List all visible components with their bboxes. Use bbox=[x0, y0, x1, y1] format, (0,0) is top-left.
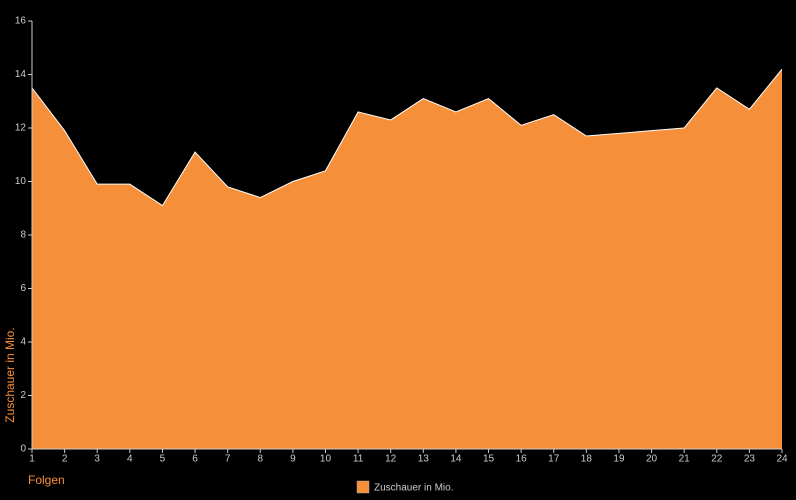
y-tick-label: 10 bbox=[15, 176, 27, 187]
y-tick-label: 2 bbox=[20, 390, 26, 401]
legend-label: Zuschauer in Mio. bbox=[374, 483, 453, 494]
y-tick-label: 12 bbox=[15, 123, 27, 134]
y-tick-label: 0 bbox=[20, 444, 26, 455]
x-tick-label: 10 bbox=[320, 454, 332, 465]
x-tick-label: 18 bbox=[581, 454, 593, 465]
x-tick-label: 15 bbox=[483, 454, 495, 465]
y-tick-label: 8 bbox=[20, 230, 26, 241]
legend-swatch bbox=[356, 480, 370, 494]
x-tick-label: 22 bbox=[711, 454, 723, 465]
x-tick-label: 3 bbox=[94, 454, 100, 465]
x-tick-label: 12 bbox=[385, 454, 397, 465]
x-tick-label: 9 bbox=[290, 454, 296, 465]
area-line bbox=[31, 68, 783, 207]
x-tick-label: 1 bbox=[29, 454, 35, 465]
y-tick-label: 6 bbox=[20, 283, 26, 294]
x-tick-label: 13 bbox=[418, 454, 430, 465]
x-tick-label: 5 bbox=[160, 454, 166, 465]
x-tick-label: 6 bbox=[192, 454, 198, 465]
x-tick-label: 16 bbox=[516, 454, 528, 465]
x-tick-label: 19 bbox=[613, 454, 625, 465]
x-tick-label: 14 bbox=[450, 454, 462, 465]
x-tick-label: 23 bbox=[744, 454, 756, 465]
x-tick-label: 4 bbox=[127, 454, 133, 465]
y-tick-label: 16 bbox=[15, 16, 27, 27]
x-tick-label: 17 bbox=[548, 454, 560, 465]
y-tick-label: 14 bbox=[15, 69, 27, 80]
x-tick-label: 11 bbox=[353, 454, 364, 465]
x-tick-label: 24 bbox=[776, 454, 788, 465]
y-tick-label: 4 bbox=[20, 337, 26, 348]
y-axis-label: Zuschauer in Mio. bbox=[3, 327, 17, 422]
x-tick-label: 7 bbox=[225, 454, 231, 465]
x-tick-label: 21 bbox=[679, 454, 691, 465]
x-tick-label: 2 bbox=[62, 454, 68, 465]
x-tick-label: 8 bbox=[257, 454, 263, 465]
x-tick-label: 20 bbox=[646, 454, 658, 465]
area bbox=[32, 69, 782, 450]
x-axis-label: Folgen bbox=[28, 473, 65, 487]
